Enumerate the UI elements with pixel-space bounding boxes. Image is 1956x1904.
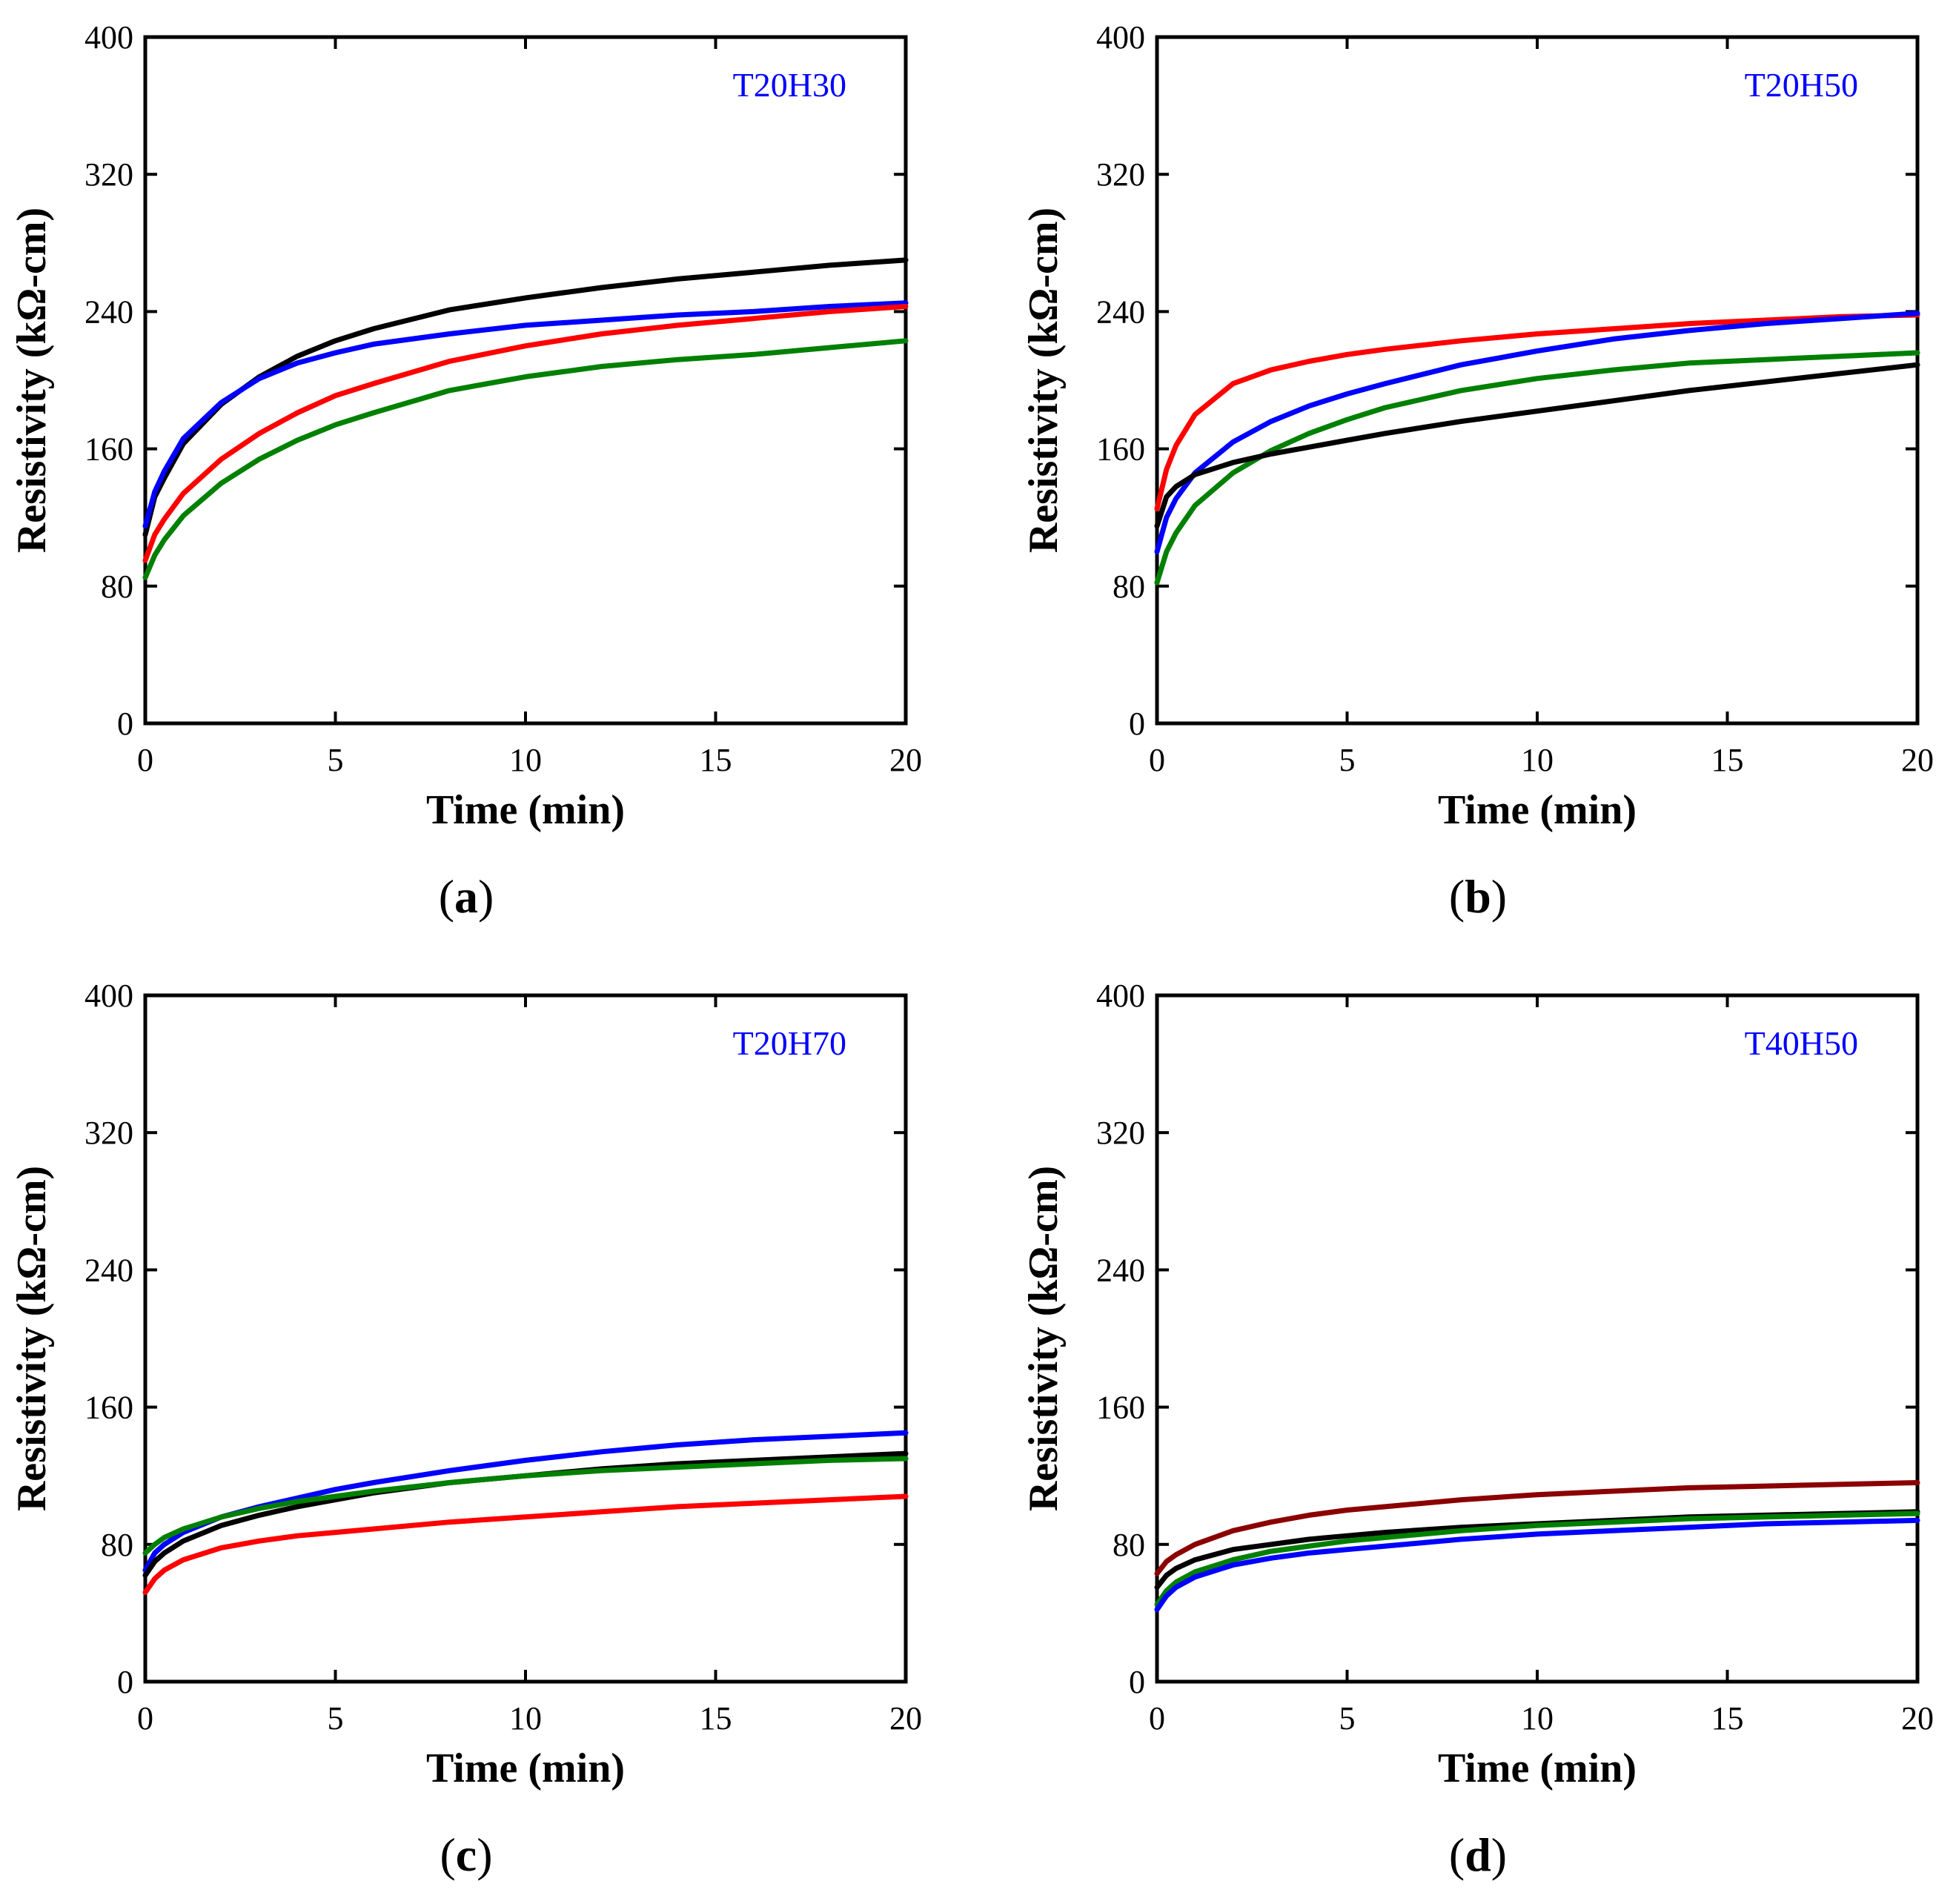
x-tick-label-5: 5: [1339, 1700, 1356, 1737]
y-axis-title: Resistivity (kΩ-cm): [1021, 208, 1067, 553]
caption-open-paren: (: [1449, 1828, 1465, 1881]
caption-close-paren: ): [477, 1828, 492, 1881]
caption-close-paren: ): [1491, 870, 1507, 923]
series-line-green: [1154, 1510, 1920, 1608]
panel-label: T20H30: [733, 66, 846, 104]
y-tick-label-0: 0: [1129, 1664, 1145, 1700]
caption-open-paren: (: [439, 870, 454, 923]
panel-caption: (c): [440, 1828, 492, 1881]
caption-close-paren: ): [478, 870, 494, 923]
y-tick-label-240: 240: [84, 293, 133, 330]
y-axis-title: Resistivity (kΩ-cm): [1021, 1166, 1067, 1511]
panel-caption: (a): [439, 870, 494, 923]
y-tick-label-0: 0: [117, 706, 133, 742]
panel-a: 0 5 10 15 20 0 80 160 240 320 400 T20H30 Time (min) R…: [9, 19, 922, 923]
caption-letter: b: [1465, 870, 1491, 923]
panel-label: T40H50: [1745, 1024, 1858, 1062]
y-tick-label-320: 320: [84, 156, 133, 193]
caption-close-paren: ): [1491, 1828, 1507, 1881]
plot-frame: [1155, 993, 1920, 1684]
x-tick-label-15: 15: [1711, 1700, 1744, 1737]
series-line-green: [142, 1456, 909, 1556]
y-tick-label-400: 400: [84, 19, 133, 56]
series-line-green: [142, 338, 909, 580]
panel-label: T20H50: [1745, 66, 1858, 104]
x-axis-title: Time (min): [1438, 787, 1637, 833]
y-tick-label-160: 160: [1096, 431, 1145, 468]
y-tick-label-160: 160: [1096, 1390, 1145, 1426]
x-tick-label-15: 15: [700, 742, 732, 778]
x-tick-label-0: 0: [137, 1700, 153, 1737]
y-tick-label-80: 80: [1113, 1527, 1145, 1563]
series-line-blue: [1154, 311, 1920, 554]
x-axis-title: Time (min): [1438, 1745, 1637, 1791]
series-line-blue: [142, 300, 909, 529]
x-tick-label-5: 5: [328, 1700, 344, 1737]
series-line-blue: [142, 1430, 909, 1573]
y-tick-label-240: 240: [84, 1252, 133, 1288]
series-line-green: [1154, 350, 1920, 586]
series-line-black: [1154, 362, 1920, 529]
series-line-dark-red: [1154, 1480, 1920, 1576]
caption-letter: c: [456, 1828, 477, 1881]
series-line-black: [142, 257, 909, 537]
x-tick-label-15: 15: [700, 1700, 732, 1737]
x-tick-label-0: 0: [1149, 1700, 1165, 1737]
series-line-red: [1154, 312, 1920, 512]
x-tick-label-20: 20: [889, 1700, 922, 1737]
y-tick-label-80: 80: [101, 1527, 133, 1563]
series-line-red: [142, 304, 909, 563]
y-tick-label-400: 400: [84, 978, 133, 1014]
x-tick-label-10: 10: [1521, 742, 1554, 778]
x-axis-title: Time (min): [426, 1745, 625, 1791]
y-tick-label-0: 0: [117, 1664, 133, 1700]
x-tick-label-0: 0: [137, 742, 153, 778]
y-axis-title: Resistivity (kΩ-cm): [9, 208, 55, 553]
caption-open-paren: (: [1449, 870, 1465, 923]
x-tick-label-15: 15: [1711, 742, 1744, 778]
y-tick-label-320: 320: [1096, 156, 1145, 193]
x-tick-label-10: 10: [509, 742, 542, 778]
panel-c: 0 5 10 15 20 0 80 160 240 320 400 T20H70 Time (min) R…: [9, 978, 922, 1881]
y-tick-label-0: 0: [1129, 706, 1145, 742]
panel-caption: (d): [1449, 1828, 1507, 1881]
caption-letter: a: [454, 870, 478, 923]
panel-label: T20H70: [733, 1024, 846, 1062]
y-tick-label-80: 80: [101, 568, 133, 605]
y-tick-label-160: 160: [84, 431, 133, 468]
plot-frame: [143, 993, 908, 1684]
panel-b: 0 5 10 15 20 0 80 160 240 320 400 T20H50 Time (min) R…: [1021, 19, 1934, 923]
x-tick-label-20: 20: [1901, 742, 1934, 778]
caption-letter: d: [1465, 1828, 1491, 1881]
y-tick-label-320: 320: [1096, 1115, 1145, 1151]
x-tick-label-0: 0: [1149, 742, 1165, 778]
y-tick-label-160: 160: [84, 1390, 133, 1426]
y-axis-title: Resistivity (kΩ-cm): [9, 1166, 55, 1511]
series-line-red: [142, 1493, 909, 1596]
panel-d: 0 5 10 15 20 0 80 160 240 320 400 T40H50 Time (min) R…: [1021, 978, 1934, 1881]
panel-caption: (b): [1449, 870, 1507, 923]
x-tick-label-20: 20: [889, 742, 922, 778]
x-tick-label-5: 5: [328, 742, 344, 778]
y-tick-label-80: 80: [1113, 568, 1145, 605]
x-tick-label-5: 5: [1339, 742, 1356, 778]
y-tick-label-400: 400: [1096, 978, 1145, 1014]
caption-open-paren: (: [440, 1828, 455, 1881]
x-axis-title: Time (min): [426, 787, 625, 833]
y-tick-label-320: 320: [84, 1115, 133, 1151]
x-tick-label-10: 10: [509, 1700, 542, 1737]
x-tick-label-20: 20: [1901, 1700, 1934, 1737]
y-tick-label-240: 240: [1096, 1252, 1145, 1288]
y-tick-label-240: 240: [1096, 293, 1145, 330]
x-tick-label-10: 10: [1521, 1700, 1554, 1737]
y-tick-label-400: 400: [1096, 19, 1145, 56]
series-line-blue: [1154, 1517, 1920, 1613]
